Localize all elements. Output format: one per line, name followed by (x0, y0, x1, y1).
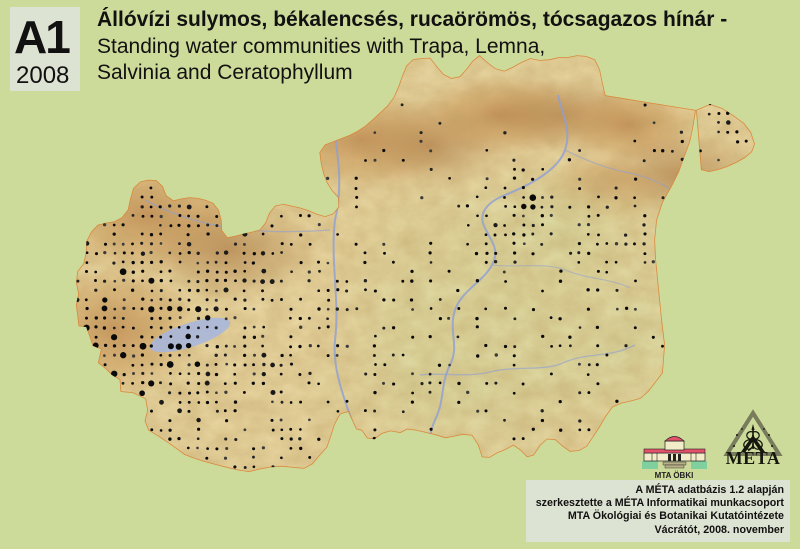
svg-text:MÉTA: MÉTA (726, 447, 781, 466)
svg-text:MTA ÖBKI: MTA ÖBKI (655, 471, 694, 480)
